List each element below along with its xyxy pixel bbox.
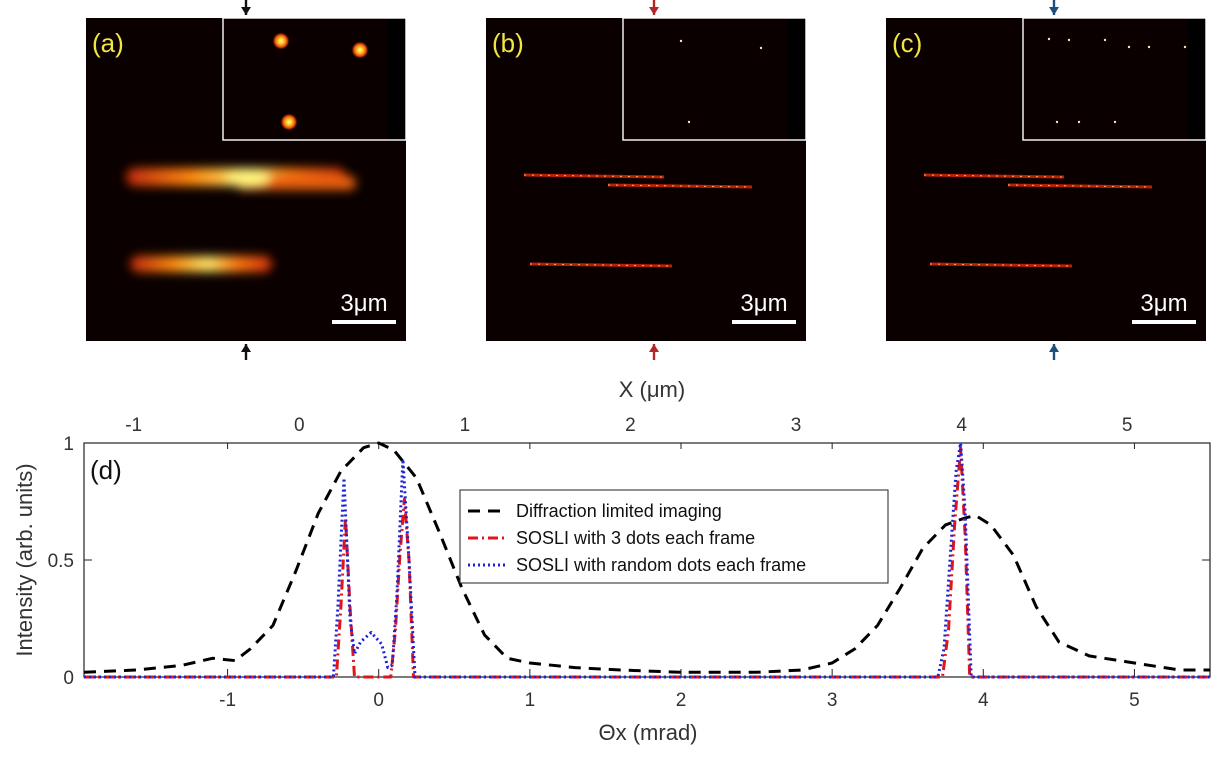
scale-bar-label: 3μm	[740, 290, 787, 317]
inset-spot	[1047, 37, 1051, 41]
streak-hotspot	[226, 169, 270, 187]
inset	[1022, 17, 1207, 141]
scale-bar-label: 3μm	[1140, 290, 1187, 317]
arrow-top-c	[1049, 0, 1059, 15]
y-tick-label: 0	[63, 668, 74, 689]
x-tick-label: 0	[373, 690, 384, 711]
panel-label: (a)	[92, 28, 124, 58]
arrow-top-b	[649, 0, 659, 15]
series-line-2	[84, 446, 1210, 679]
inset-spot	[1077, 120, 1081, 124]
series-line-1	[83, 441, 1210, 674]
x2-tick-label: 2	[625, 415, 636, 436]
sharp-streak	[1007, 183, 1153, 189]
x2-tick-label: -1	[125, 415, 142, 436]
arrow-bottom-c	[1049, 344, 1059, 360]
inset-spot	[1127, 45, 1131, 49]
x-tick-label: -1	[219, 690, 236, 711]
y-tick-label: 0.5	[48, 551, 74, 572]
inset-spot	[759, 46, 763, 50]
x-axis: -1 0 1 2 3 4 5	[219, 443, 1140, 711]
inset-spot	[351, 41, 369, 59]
x2-axis: -1 0 1 2 3 4 5	[125, 415, 1132, 436]
sharp-streak	[607, 183, 753, 189]
streak	[130, 256, 272, 272]
y-axis: 00.51	[48, 434, 1210, 689]
image-panels: (a) 3μm (b) 3μm (c) 3μm	[86, 0, 1207, 360]
inset-spot	[1067, 38, 1071, 42]
inset-spot	[1147, 45, 1151, 49]
x2-tick-label: 1	[460, 415, 471, 436]
x2-tick-label: 5	[1122, 415, 1133, 436]
scale-bar-label: 3μm	[340, 290, 387, 317]
legend-label: Diffraction limited imaging	[516, 501, 722, 521]
inset-spot	[1103, 38, 1107, 42]
image-panel-a: (a) 3μm	[86, 17, 407, 341]
inset-spot	[1113, 120, 1117, 124]
y-tick-label: 1	[63, 434, 74, 455]
x-tick-label: 2	[676, 690, 687, 711]
panel-label-d: (d)	[90, 455, 122, 485]
sharp-streak	[523, 173, 665, 179]
image-panel-c: (c) 3μm	[886, 17, 1207, 341]
legend-entry: SOSLI with 3 dots each frame	[468, 528, 755, 548]
inset-spot	[1183, 45, 1187, 49]
blurred-streaks	[126, 168, 356, 272]
sharp-streak	[529, 262, 673, 268]
x2-tick-label: 3	[791, 415, 802, 436]
sharp-streak	[929, 262, 1073, 268]
legend-label: SOSLI with 3 dots each frame	[516, 528, 755, 548]
inset-spot	[280, 113, 298, 131]
sharp-streak	[923, 173, 1065, 179]
series-layer	[83, 441, 1210, 679]
arrow-top-a	[241, 0, 251, 15]
series-line-3	[84, 441, 1210, 679]
panel-label: (b)	[492, 28, 524, 58]
x-tick-label: 5	[1129, 690, 1140, 711]
legend-box	[459, 489, 889, 584]
x-tick-label: 1	[525, 690, 536, 711]
x2-axis-label: X (μm)	[619, 377, 685, 402]
x-tick-label: 4	[978, 690, 989, 711]
arrow-bottom-b	[649, 344, 659, 360]
x-tick-label: 3	[827, 690, 838, 711]
x-axis-label: Θx (mrad)	[599, 720, 698, 745]
inset-spot	[687, 120, 691, 124]
x2-tick-label: 0	[294, 415, 305, 436]
legend-entry: SOSLI with random dots each frame	[468, 555, 806, 575]
image-panel-b: (b) 3μm	[486, 17, 807, 341]
inset-spot	[679, 39, 683, 43]
x2-tick-label: 4	[956, 415, 967, 436]
legend-entry: Diffraction limited imaging	[468, 501, 722, 521]
legend-label: SOSLI with random dots each frame	[516, 555, 806, 575]
inset	[622, 17, 807, 141]
inset-spot	[272, 32, 290, 50]
line-chart: -1 0 1 2 3 4 5 -1 0 1 2 3 4 5 00.51 (d) Θx (mrad) X …	[12, 377, 1211, 745]
legend: Diffraction limited imaging SOSLI with 3 …	[459, 489, 889, 584]
arrow-bottom-a	[241, 344, 251, 360]
panel-label: (c)	[892, 28, 922, 58]
inset	[222, 17, 407, 141]
y-axis-label: Intensity (arb. units)	[12, 463, 37, 656]
inset-spot	[1055, 120, 1059, 124]
